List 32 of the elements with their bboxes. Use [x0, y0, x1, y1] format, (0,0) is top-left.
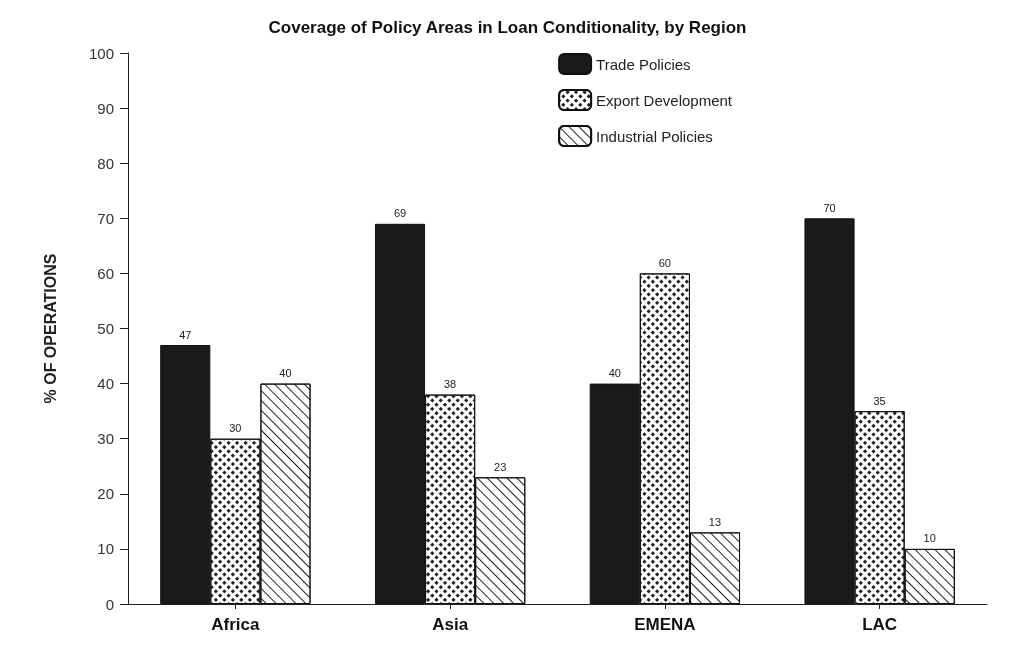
- data-label: 35: [873, 394, 886, 407]
- x-tick-label: Asia: [432, 615, 469, 634]
- y-tick-label: 40: [97, 375, 114, 393]
- y-axis-title: % OF OPERATIONS: [41, 253, 59, 404]
- y-tick-label: 30: [97, 430, 114, 448]
- legend-label: Export Development: [596, 91, 733, 109]
- y-tick-label: 10: [97, 540, 114, 558]
- data-label: 70: [823, 201, 836, 214]
- x-tick-label: LAC: [862, 615, 898, 634]
- data-label: 40: [279, 367, 292, 380]
- data-label: 30: [229, 422, 242, 435]
- data-label: 40: [608, 367, 621, 380]
- y-tick-label: 20: [97, 485, 114, 503]
- y-tick-label: 100: [88, 44, 114, 62]
- data-label: 13: [708, 515, 722, 528]
- legend-label: Trade Policies: [596, 55, 691, 73]
- y-tick-label: 60: [97, 264, 114, 282]
- legend-label: Industrial Policies: [596, 127, 713, 145]
- y-tick-label: 80: [97, 154, 114, 172]
- data-label: 69: [393, 207, 407, 220]
- y-tick-label: 50: [97, 320, 114, 337]
- x-tick-label: EMENA: [634, 615, 696, 634]
- data-label: 60: [658, 256, 671, 269]
- chart-title: Coverage of Policy Areas in Loan Conditionality, by Region: [268, 18, 747, 37]
- y-tick-label: 0: [105, 595, 114, 613]
- data-label: 10: [923, 532, 936, 545]
- y-tick-label: 70: [97, 209, 114, 227]
- y-tick-label: 90: [97, 99, 114, 117]
- x-tick-label: Africa: [211, 615, 261, 634]
- data-label: 38: [444, 378, 457, 391]
- data-label: 47: [179, 328, 192, 341]
- data-label: 23: [494, 460, 507, 473]
